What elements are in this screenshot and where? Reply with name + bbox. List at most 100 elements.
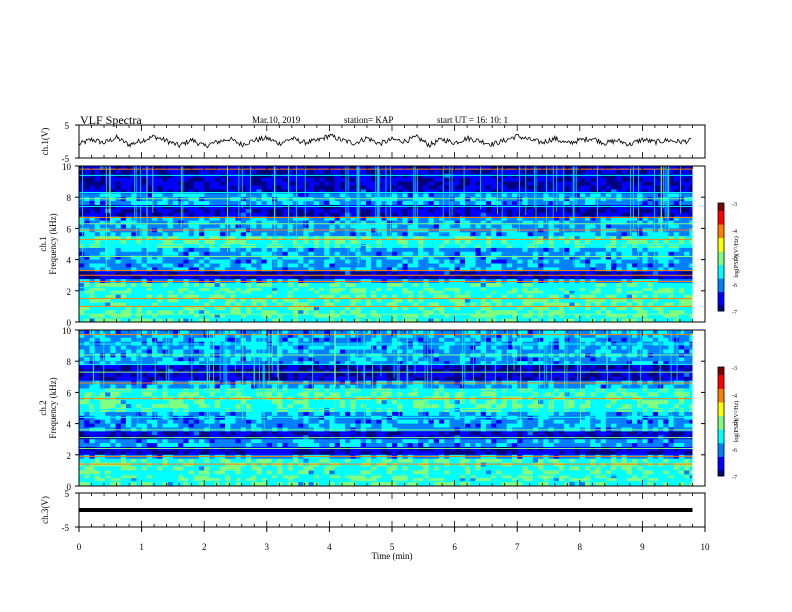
spectrogram-ch1-cell (105, 251, 111, 257)
spectrogram-ch1-cell (256, 314, 262, 319)
spectrogram-ch1-cell (105, 216, 111, 221)
spectrogram-ch1-cell (465, 224, 471, 229)
spectrogram-ch1-cell (219, 177, 226, 182)
spectrogram-ch1-cell (595, 259, 602, 264)
spectrogram-ch1-cell (684, 166, 690, 171)
spectrogram-ch1-cell (465, 275, 471, 280)
spectrogram-ch1-cell (642, 314, 649, 319)
spectrogram-ch1-cell (204, 197, 210, 202)
spectrogram-ch1-cell (324, 201, 330, 206)
spectrogram-ch1-cell (251, 169, 257, 175)
spectrogram-ch1-cell (465, 318, 471, 323)
spectrogram-ch1-cell (84, 259, 90, 264)
spectrogram-ch1-cell (485, 259, 492, 264)
spectrogram-ch1-cell (245, 240, 252, 245)
spectrogram-ch1-cell (480, 208, 487, 214)
spectrogram-ch1-cell (475, 205, 482, 210)
spectrogram-ch1-cell (402, 294, 409, 299)
spectrogram-ch1-cell (626, 306, 633, 311)
spectrogram-ch1-cell (386, 244, 393, 249)
spectrogram-ch1-cell (418, 263, 424, 268)
spectrogram-ch1-cell (277, 310, 283, 315)
spectrogram-ch1-cell (266, 189, 273, 194)
spectrogram-ch1-cell (152, 286, 158, 292)
spectrogram-ch1-cell (172, 228, 179, 233)
spectrogram-ch1-cell (292, 290, 299, 296)
spectrogram-ch1-cell (146, 294, 153, 299)
spectrogram-ch1-cell (120, 166, 127, 171)
spectrogram-ch1-cell (298, 236, 304, 241)
spectrogram-ch1-cell (621, 220, 628, 225)
spectrogram-ch1-cell (642, 298, 649, 303)
spectrogram-ch1-cell (376, 302, 382, 307)
spectrogram-ch1-cell (579, 236, 586, 241)
spectrogram-ch1-cell (668, 247, 675, 253)
spectrogram-ch1-cell (334, 193, 341, 198)
spectrogram-ch1-cell (334, 212, 341, 218)
spectrogram-ch1-cell (89, 189, 96, 194)
spectrogram-ch1-cell (616, 298, 622, 303)
spectrogram-ch1-cell (522, 173, 529, 179)
spectrogram-ch1-cell (449, 310, 455, 315)
spectrogram-ch1-cell (125, 236, 132, 241)
spectrogram-ch1-cell (183, 247, 189, 253)
spectrogram-ch1-cell (287, 255, 294, 260)
spectrogram-ch1-cell (579, 212, 586, 218)
spectrogram-ch1-cell (522, 220, 529, 225)
spectrogram-ch1-cell (131, 314, 137, 319)
spectrogram-ch1-cell (178, 310, 184, 315)
spectrogram-ch1-cell (235, 267, 242, 272)
spectrogram-ch1-cell (198, 189, 205, 194)
spectrogram-ch1-cell (449, 232, 455, 237)
spectrogram-ch1-cell (392, 216, 398, 221)
spectrogram-ch1-cell (595, 224, 602, 229)
spectrogram-ch1-cell (251, 177, 257, 182)
spectrogram-ch1-cell (684, 283, 690, 288)
spectrogram-ch1-cell (350, 283, 356, 288)
spectrogram-ch1-cell (663, 173, 669, 179)
spectrogram-ch1-cell (245, 290, 252, 296)
spectrogram-ch1-cell (611, 236, 617, 241)
spectrogram-ch1-cell (522, 236, 529, 241)
spectrogram-ch1-cell (485, 197, 492, 202)
spectrogram-ch1-cell (454, 220, 461, 225)
spectrogram-ch1-cell (402, 220, 409, 225)
spectrogram-ch1-cell (605, 173, 612, 179)
spectrogram-ch1-cell (360, 208, 367, 214)
spectrogram-ch1-cell (485, 247, 492, 253)
spectrogram-ch1-cell (256, 286, 262, 292)
spectrogram-ch1-cell (600, 212, 607, 218)
spectrogram-ch1-cell (214, 244, 221, 249)
spectrogram-ch1-cell (558, 251, 565, 257)
spectrogram-ch1-cell (444, 314, 450, 319)
spectrogram-ch1-cell (506, 224, 513, 229)
spectrogram-ch1-cell (392, 318, 398, 323)
spectrogram-ch1-cell (465, 177, 471, 182)
spectrogram-ch1-cell (345, 286, 351, 292)
spectrogram-ch1-cell (558, 189, 565, 194)
spectrogram-ch1-cell (188, 169, 195, 175)
spectrogram-ch1-cell (99, 197, 106, 202)
spectrogram-ch1-cell (658, 306, 664, 311)
spectrogram-ch1-cell (444, 181, 450, 186)
spectrogram-ch1-cell (136, 314, 142, 319)
spectrogram-ch1-cell (465, 302, 471, 307)
spectrogram-ch1-cell (99, 166, 106, 171)
spectrogram-ch1-cell (89, 193, 96, 198)
spectrogram-ch1-cell (590, 294, 596, 299)
spectrogram-ch1-cell (256, 208, 262, 214)
spectrogram-ch1-cell (558, 232, 565, 237)
spectrogram-ch1-cell (663, 255, 669, 260)
spectrogram-ch1-cell (579, 216, 586, 221)
spectrogram-ch1-cell (146, 216, 153, 221)
spectrogram-ch1-cell (193, 232, 200, 237)
spectrogram-ch1-cell (298, 271, 304, 276)
spectrogram-ch1-cell (647, 205, 654, 210)
spectrogram-ch1-cell (684, 193, 690, 198)
spectrogram-ch1-cell (235, 236, 242, 241)
spectrogram-ch1-cell (444, 205, 450, 210)
spectrogram-ch1-cell (131, 247, 137, 253)
spectrogram-ch1-cell (402, 263, 409, 268)
spectrogram-ch1-cell (125, 244, 132, 249)
spectrogram-ch1-cell (89, 205, 96, 210)
